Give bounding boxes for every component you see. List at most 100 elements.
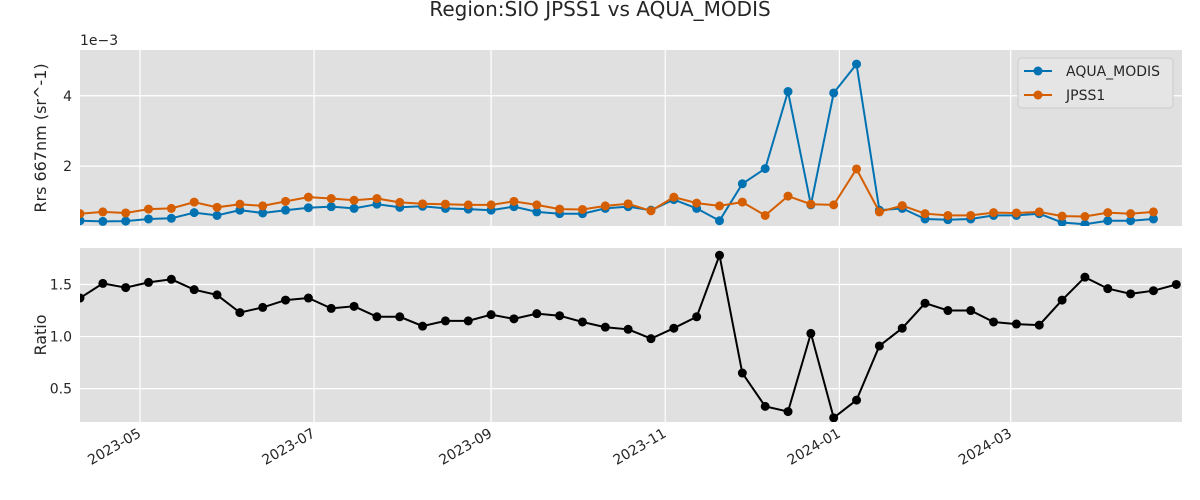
jpss1-point (783, 191, 793, 201)
ratio-point (189, 285, 199, 295)
ratio-point (166, 274, 176, 284)
aqua_modis-point (80, 216, 85, 226)
ratio-point (418, 321, 428, 331)
ratio-point (258, 302, 268, 312)
jpss1-point (281, 196, 291, 206)
ratio-point (372, 312, 382, 322)
ratio-point (760, 401, 770, 411)
ratio-point (943, 306, 953, 316)
ratio-point (715, 250, 725, 260)
jpss1-point (532, 200, 542, 210)
jpss1-point (144, 204, 154, 214)
jpss1-point (623, 199, 633, 209)
aqua_modis-point (1126, 216, 1136, 226)
jpss1-point (121, 208, 131, 218)
jpss1-point (166, 203, 176, 213)
jpss1-point (943, 210, 953, 220)
jpss1-point (1034, 207, 1044, 217)
ratio-point (281, 295, 291, 305)
ratio-point (463, 316, 473, 326)
jpss1-point (509, 196, 519, 206)
ratio-point (1034, 320, 1044, 330)
ratio-point (1057, 295, 1067, 305)
x-tick-label: 2024-03 (956, 426, 1015, 469)
x-tick-label: 2023-05 (85, 426, 144, 469)
legend-marker (1033, 90, 1043, 100)
top-plot-area (80, 50, 1182, 226)
ratio-point (326, 303, 336, 313)
bottom-panel: 0.5 1.0 1.5 Ratio (31, 248, 1182, 422)
ratio-point (920, 298, 930, 308)
jpss1-point (395, 197, 405, 207)
jpss1-point (80, 209, 85, 219)
top-series-group (80, 59, 1158, 226)
ratio-point (303, 293, 313, 303)
jpss1-point (418, 199, 428, 209)
ratio-y-tick-label: 1.5 (50, 277, 72, 293)
x-axis: 2023-05 2023-07 2023-09 2023-11 2024-01 2024-… (85, 426, 1014, 469)
ratio-point (783, 407, 793, 417)
jpss1-point (212, 202, 222, 212)
jpss1-point (692, 198, 702, 208)
jpss1-point (760, 210, 770, 220)
legend: AQUA_MODIS JPSS1 (1017, 57, 1174, 109)
aqua_modis-point (1148, 214, 1158, 224)
legend-box (1017, 57, 1174, 109)
jpss1-point (303, 192, 313, 202)
ratio-series-group (80, 250, 1181, 422)
ratio-point (692, 312, 702, 322)
jpss1-point (189, 197, 199, 207)
top-y-tick-label: 4 (63, 89, 72, 105)
jpss1-point (897, 201, 907, 211)
ratio-point (555, 311, 565, 321)
jpss1-point (600, 201, 610, 211)
ratio-point (1126, 289, 1136, 299)
ratio-point (577, 317, 587, 327)
jpss1-point (372, 194, 382, 204)
ratio-point (966, 306, 976, 316)
aqua_modis-point (281, 205, 291, 215)
ratio-point (121, 283, 131, 293)
ratio-point (98, 278, 108, 288)
aqua_modis-point (760, 164, 770, 174)
ratio-point (509, 314, 519, 324)
ratio-point (829, 413, 839, 422)
ratio-point (80, 293, 85, 303)
aqua_modis-point (121, 216, 131, 226)
aqua_modis-point (737, 179, 747, 189)
ratio-y-tick-label: 1.0 (50, 330, 72, 346)
jpss1-point (646, 206, 656, 216)
aqua_modis-point (303, 203, 313, 213)
jpss1-point (349, 195, 359, 205)
legend-label: JPSS1 (1065, 88, 1105, 104)
ratio-point (806, 328, 816, 338)
ratio-plot-area (80, 248, 1182, 422)
jpss1-point (920, 209, 930, 219)
jpss1-point (1011, 208, 1021, 218)
y-offset-label: 1e−3 (80, 33, 118, 49)
jpss1-point (737, 197, 747, 207)
ratio-point (486, 310, 496, 320)
aqua_modis-point (349, 203, 359, 213)
aqua_modis-point (98, 216, 108, 226)
x-tick-label: 2023-07 (259, 426, 318, 469)
aqua_modis-point (258, 208, 268, 218)
ratio-point (600, 322, 610, 332)
jpss1-point (989, 208, 999, 218)
x-tick-label: 2023-11 (611, 426, 670, 469)
aqua_modis-point (852, 59, 862, 69)
aqua_modis-point (326, 202, 336, 212)
ratio-point (1148, 286, 1158, 296)
jpss1-point (669, 192, 679, 202)
aqua_modis-point (212, 210, 222, 220)
ratio-point (623, 324, 633, 334)
ratio-point (1011, 319, 1021, 329)
jpss1-point (98, 207, 108, 217)
jpss1-point (440, 199, 450, 209)
aqua_modis-point (1080, 219, 1090, 226)
jpss1-point (1057, 211, 1067, 221)
legend-marker (1033, 66, 1043, 76)
ratio-point (212, 290, 222, 300)
ratio-point (349, 301, 359, 311)
